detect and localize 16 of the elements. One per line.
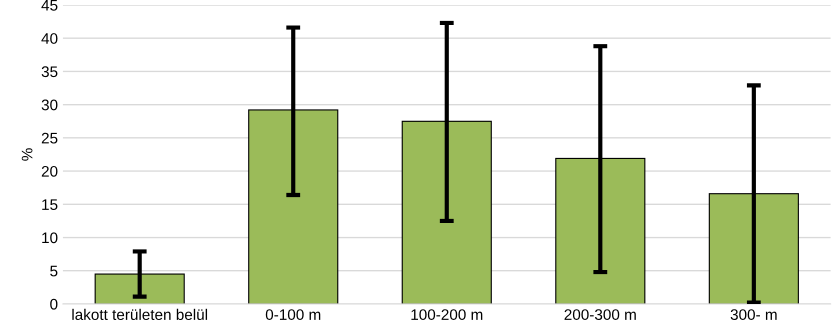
x-tick-label: 0-100 m	[266, 309, 320, 320]
y-tick-label: 25	[42, 132, 58, 144]
x-tick-label: lakott területen belül	[72, 308, 208, 320]
x-tick-label: 100-200 m	[411, 309, 482, 320]
x-tick-label: 200-300 m	[564, 309, 636, 320]
y-tick-label: 20	[42, 166, 58, 177]
y-tick-label: 0	[50, 298, 58, 310]
y-tick-label: 30	[42, 100, 58, 110]
y-tick-label: 5	[50, 266, 58, 276]
y-tick-label: 35	[42, 66, 58, 78]
y-tick-label: 15	[42, 199, 58, 210]
y-tick-label: 10	[42, 232, 58, 244]
y-tick-label: 45	[41, 0, 58, 11]
x-tick-label: 300- m	[730, 309, 777, 320]
y-tick-label: 40	[41, 33, 58, 44]
y-axis-title: %	[22, 148, 32, 161]
